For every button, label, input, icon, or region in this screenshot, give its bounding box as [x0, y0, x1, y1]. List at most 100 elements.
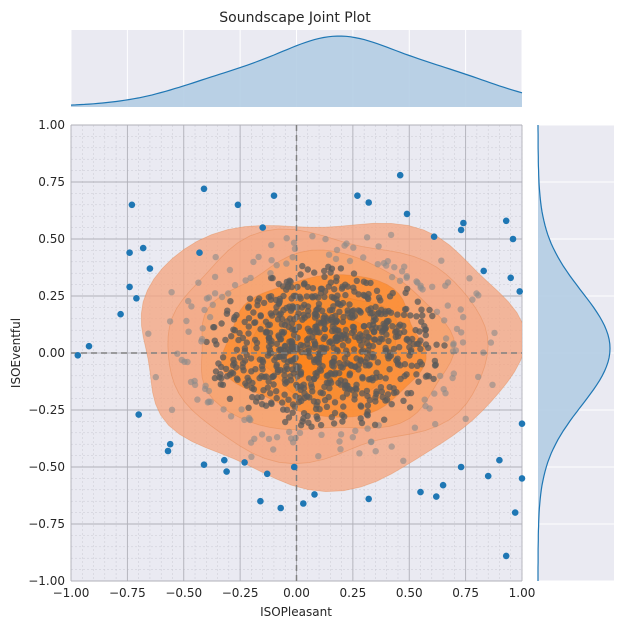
core-point [166, 318, 174, 325]
core-point [251, 319, 258, 326]
core-point [358, 403, 365, 410]
core-point [273, 434, 281, 441]
y-tick-label: 1.00 [38, 118, 65, 132]
core-point [331, 286, 338, 293]
data-point [200, 461, 208, 469]
core-point [270, 372, 278, 379]
core-point [337, 377, 344, 384]
core-point [413, 313, 420, 320]
y-marginal-density-line [537, 125, 611, 581]
core-point [290, 331, 298, 339]
core-point [431, 390, 438, 397]
core-point [339, 411, 346, 419]
core-point [300, 415, 307, 422]
core-point [296, 293, 303, 300]
core-point [413, 278, 420, 285]
core-point [346, 372, 353, 379]
core-point [342, 291, 349, 299]
core-point [363, 279, 370, 287]
core-point [384, 258, 391, 265]
core-point [364, 425, 371, 432]
x-marginal-density-fill [71, 36, 522, 107]
core-point [331, 399, 339, 406]
core-point [317, 367, 325, 374]
core-point [283, 286, 290, 293]
core-point [403, 274, 410, 281]
core-point [289, 254, 296, 261]
y-tick-label: 0.75 [38, 175, 65, 189]
core-point [416, 328, 423, 335]
core-point [315, 350, 322, 357]
core-point [330, 294, 337, 302]
core-point [273, 388, 280, 395]
core-point [329, 306, 336, 314]
y-tick-label: −0.25 [28, 403, 65, 417]
core-point [372, 398, 379, 405]
core-point [414, 298, 421, 305]
core-point [379, 336, 386, 343]
core-point [280, 292, 287, 300]
core-point [195, 279, 202, 286]
core-point [343, 390, 351, 397]
core-point [258, 401, 266, 408]
core-point [442, 335, 450, 342]
core-point [352, 427, 359, 434]
core-point [406, 344, 413, 351]
data-point [457, 226, 465, 234]
core-point [250, 309, 257, 316]
data-point [139, 244, 147, 252]
core-point [330, 420, 338, 427]
core-point [218, 320, 225, 327]
core-point [429, 312, 436, 320]
core-point [331, 409, 339, 417]
data-point [300, 500, 307, 507]
core-point [232, 364, 240, 371]
core-point [433, 341, 440, 348]
core-point [194, 396, 201, 403]
core-point [372, 448, 379, 455]
core-point [375, 294, 383, 301]
core-point [343, 347, 350, 354]
core-point [404, 335, 411, 343]
core-point [374, 310, 381, 318]
y-tick-label: −1.00 [28, 574, 65, 588]
core-point [401, 361, 409, 368]
core-point [422, 331, 429, 339]
core-point [396, 344, 403, 351]
core-point [283, 235, 290, 242]
core-point [322, 235, 329, 243]
core-point [330, 344, 337, 352]
data-point [457, 463, 465, 471]
core-point [241, 345, 249, 352]
core-point [390, 389, 398, 397]
data-point [234, 201, 242, 209]
x-tick-label: −0.25 [222, 586, 259, 600]
core-point [185, 328, 192, 335]
core-point [315, 453, 322, 460]
core-point [310, 375, 318, 383]
core-point [344, 283, 351, 290]
core-point [290, 239, 298, 246]
core-point [278, 321, 286, 328]
core-point [183, 317, 190, 325]
core-point [268, 400, 275, 408]
core-point [229, 370, 237, 377]
core-point [339, 342, 347, 349]
core-point [220, 406, 227, 413]
core-point [349, 323, 357, 330]
core-point [392, 333, 399, 341]
core-point [406, 352, 413, 359]
core-point [257, 313, 264, 320]
core-point [341, 242, 348, 249]
x-tick-label: 0.25 [340, 586, 367, 600]
core-point [238, 406, 245, 413]
y-tick-label: 0.50 [38, 232, 65, 246]
core-point [331, 371, 339, 378]
core-point [351, 392, 358, 399]
data-point [85, 342, 93, 350]
data-point [396, 171, 404, 179]
core-point [187, 378, 195, 386]
x-tick-label: 0.50 [396, 586, 423, 600]
core-point [316, 406, 323, 413]
core-point [360, 254, 367, 261]
